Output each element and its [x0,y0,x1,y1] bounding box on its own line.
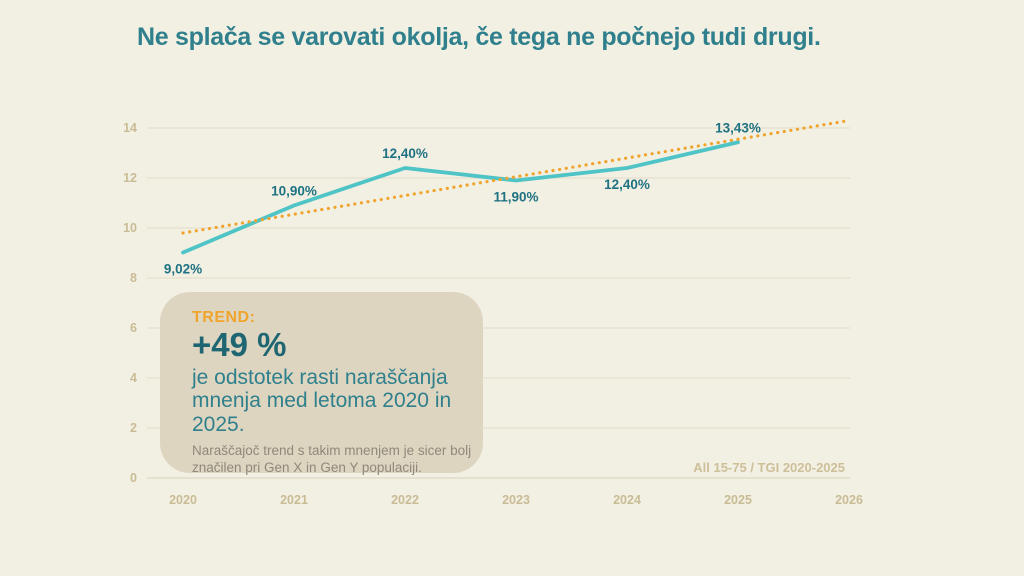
x-axis-tick: 2025 [724,493,752,507]
y-axis-tick: 4 [130,371,137,385]
x-axis-tick: 2022 [391,493,419,507]
share-agreeing-line [181,140,740,255]
x-axis-tick: 2023 [502,493,530,507]
x-axis-tick: 2026 [835,493,863,507]
data-point-label: 12,40% [382,146,428,161]
y-axis-tick: 8 [130,271,137,285]
y-axis-tick: 2 [130,421,137,435]
y-axis-tick: 14 [123,121,137,135]
chart-title: Ne splača se varovati okolja, če tega ne… [137,23,821,51]
data-point-label: 12,40% [604,177,650,192]
y-axis-tick: 12 [123,171,137,185]
data-point-label: 10,90% [271,184,317,199]
trend-callout-headline: +49 % [192,326,287,363]
y-axis-tick: 6 [130,321,137,335]
trend-callout-body: je odstotek rasti naraščanja mnenja med … [192,365,452,437]
data-point-label: 11,90% [493,190,538,205]
data-point-label: 9,02% [164,262,202,277]
x-axis-tick: 2020 [169,493,197,507]
source-note: All 15-75 / TGI 2020-2025 [693,460,845,475]
trend-callout-note: Naraščajoč trend s takim mnenjem je sice… [192,442,472,476]
x-axis-tick: 2024 [613,493,641,507]
trend-projection-line [181,118,851,235]
y-axis-tick: 0 [130,471,137,485]
trend-callout-label: TREND: [192,309,256,326]
y-axis-tick: 10 [123,221,137,235]
x-axis-tick: 2021 [280,493,308,507]
data-point-label: 13,43% [715,120,761,135]
trend-callout: TREND: +49 % je odstotek rasti naraščanj… [160,292,483,475]
